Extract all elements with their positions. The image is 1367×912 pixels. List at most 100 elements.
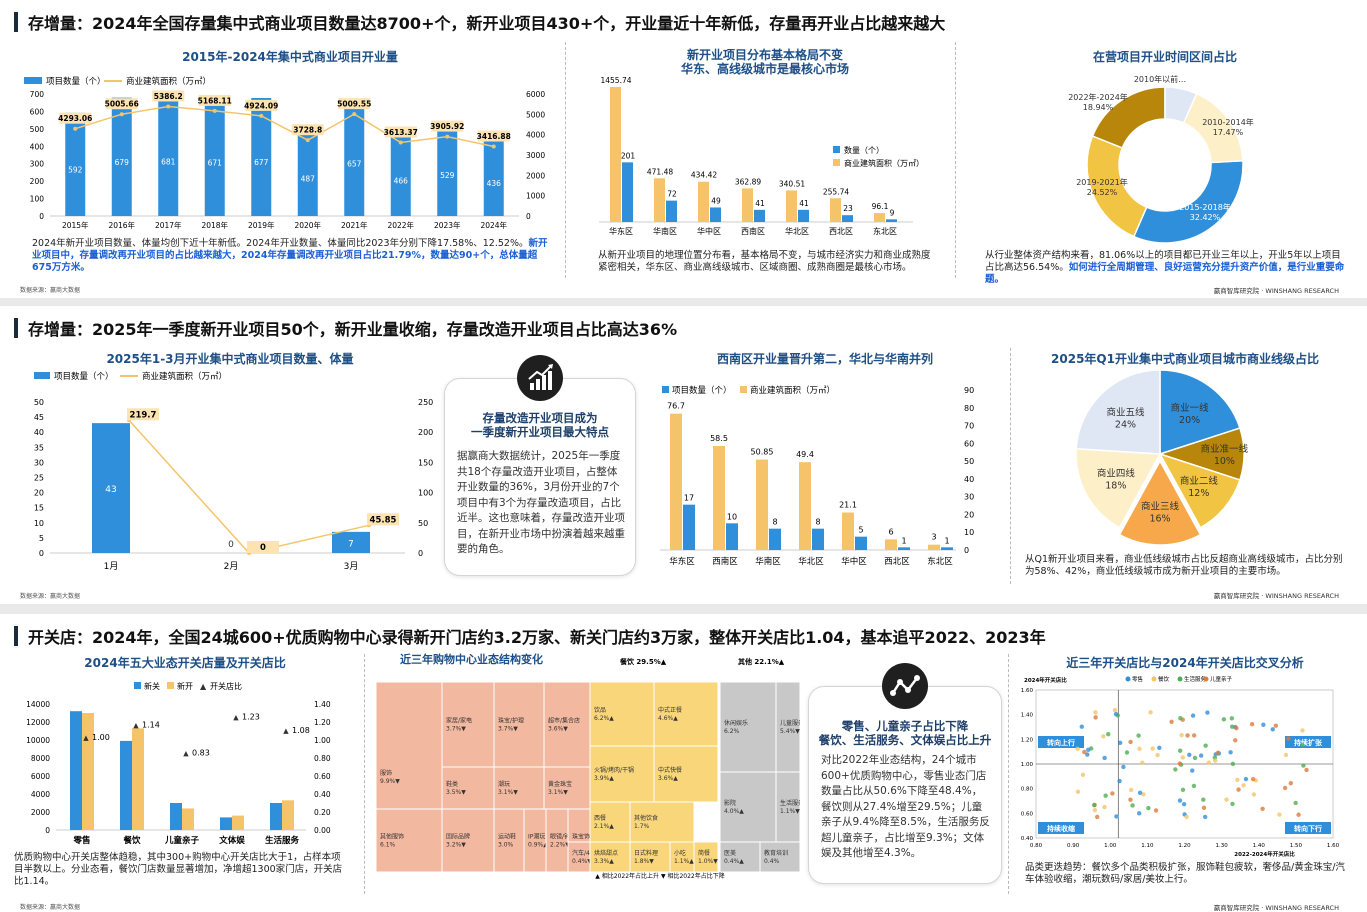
divider [1010, 348, 1011, 584]
area-polyline [128, 419, 370, 554]
panel-title-1: 存增量：2024年全国存量集中式商业项目数量达8700+个，新开业项目430+个… [14, 10, 945, 34]
scatter: 2024年开关店比 2022-2024年开关店比 零售 餐饮 生活服务 儿童亲子 1.60 1… [1021, 675, 1340, 858]
bars: 592 679 681 671 677 487 657 466 529 436 [65, 97, 504, 216]
close-bar [120, 740, 132, 830]
count-label: 679 [115, 158, 130, 167]
data-source: 数据来源：赢商大数据 [20, 904, 81, 911]
card-body: 对比2022年业态结构，24个城市600+优质购物中心，零售业态门店数量占比从5… [821, 754, 990, 859]
data-source: 数据来源：赢商大数据 [20, 593, 81, 600]
cell-label: 运动鞋 [498, 833, 516, 841]
cell-value: 3.9%▲ [594, 775, 614, 782]
cell-value: 3.3%▲ [594, 858, 614, 865]
count-label: 5 [858, 526, 863, 535]
x-tick: 2019年 [248, 220, 275, 230]
scatter-point [1093, 715, 1098, 720]
scatter-point [1103, 793, 1108, 798]
count-bar [390, 134, 411, 216]
ratio-label: 1.08 [292, 726, 310, 735]
slice-name: 2015-2018年 [1179, 202, 1231, 212]
scatter-point [1249, 722, 1255, 727]
area-label-bg [247, 541, 279, 553]
bars: 43 0 7 [92, 423, 370, 553]
x-tick: 西北区 [884, 557, 910, 567]
panel-title-3: 开关店：2024年，全国24城600+优质购物中心录得新开门店约3.2万家、新关… [14, 624, 1046, 648]
y-left-tick: 20 [34, 489, 44, 498]
legend-label: 零售 [1132, 675, 1143, 683]
panel-title-text: 存增量：2025年一季度新开业项目50个，新开业量收缩，存量改造开业项目占比高达… [28, 320, 678, 339]
card-title-line-1: 存量改造开业项目成为 [482, 411, 598, 425]
scatter-point [1190, 713, 1196, 718]
cell-label: 儿童服务 [780, 719, 800, 727]
cell-label: 中式快餐 [658, 766, 682, 774]
cell-label: 烘焙甜点 [594, 849, 618, 857]
y-left-tick: 15 [34, 504, 44, 513]
y-left-tick: 500 [30, 125, 45, 134]
scatter-point [1086, 747, 1091, 753]
legend-dot [1125, 676, 1131, 682]
cell-label: 饮品 [594, 706, 606, 714]
legend-bar-swatch [34, 372, 50, 379]
count-bar [65, 112, 86, 216]
count-bar [754, 209, 765, 222]
area-label-bg [367, 513, 399, 526]
count-label: 72 [667, 190, 677, 199]
treemap-cell [693, 841, 719, 873]
scatter-point [1117, 778, 1122, 784]
ratio-label: 1.00 [92, 733, 110, 742]
open-close-by-format-chart: 新关 新开 ▲ 开关店比 14000 12000 10000 8000 6000 4000… [26, 681, 331, 846]
scatter-point [1288, 781, 1294, 786]
scatter-point [1137, 811, 1142, 816]
scatter-point [1082, 749, 1087, 755]
count-bar [111, 97, 132, 216]
panel-title-text: 开关店：2024年，全国24城600+优质购物中心录得新开门店约3.2万家、新关… [28, 628, 1046, 647]
chart-title: 2025年1-3月开业集中式商业项目数量、体量 [106, 352, 354, 366]
area-label: 3613.37 [384, 128, 418, 137]
quadrant-tag: 持续收缩 [1047, 824, 1075, 833]
y-tick: 1.60 [1021, 688, 1034, 694]
count-bar [886, 219, 897, 222]
chart-title: 2024年五大业态开关店量及开关店比 [84, 656, 286, 670]
pie-slice [1118, 459, 1202, 546]
legend-open-label: 新开 [177, 681, 193, 691]
open-bar [82, 713, 94, 830]
treemap-cell [441, 681, 495, 768]
scatter-point [1300, 742, 1305, 748]
quadrant-tag: 持续扩张 [1294, 738, 1323, 747]
legend-close-swatch [134, 682, 141, 689]
treemap-cell [441, 808, 495, 873]
scatter-point [1221, 717, 1227, 722]
area-bar [799, 462, 811, 550]
area-label: 3416.88 [477, 132, 511, 141]
cell-label: 生活服务 [780, 799, 800, 807]
divider [1008, 654, 1009, 894]
scatter-point [1301, 763, 1306, 768]
y-left-tick: 35 [34, 443, 44, 452]
cell-value: 2.1%▲ [594, 823, 614, 830]
x-tick: 餐饮 [122, 835, 141, 846]
area-label: 3728.8 [293, 126, 322, 135]
cell-label: 家居/家电 [446, 717, 472, 725]
ratio-label: 1.23 [242, 712, 260, 721]
y-tick: 0.80 [1021, 787, 1034, 793]
cell-value: 0.4%▼ [572, 858, 592, 865]
y-right-tick: 6000 [526, 90, 545, 99]
y-right-tick: 60 [964, 439, 974, 448]
count-bar [344, 101, 365, 216]
count-bar [622, 162, 633, 222]
y-right-tick: 10 [964, 528, 974, 537]
pie-slice [1158, 452, 1241, 529]
cell-value: 3.7%▼ [446, 726, 466, 733]
slice-name: 2010-2014年 [1202, 117, 1254, 127]
line-trend-icon-glyph [890, 675, 920, 696]
x-tick: 1.20 [1178, 843, 1191, 849]
x-tick: 华中区 [697, 226, 721, 236]
y-left-tick: 2000 [31, 808, 50, 817]
area-label: 6 [888, 527, 893, 536]
treemap-legend: ▲ 相比2022年占比上升 ▼ 相比2022年占比下降 [595, 872, 725, 880]
legend-count-swatch [833, 146, 840, 153]
x-tick: 1.10 [1141, 843, 1154, 849]
cell-value: 1.1%▼ [780, 808, 800, 815]
chart-title: 西南区开业量晋升第二，华北与华南并列 [716, 352, 933, 366]
divider [565, 42, 566, 278]
note-highlight: 如何进行全周期管理、良好运营充分提升资产价值，是行业重要命题。 [985, 262, 1345, 285]
